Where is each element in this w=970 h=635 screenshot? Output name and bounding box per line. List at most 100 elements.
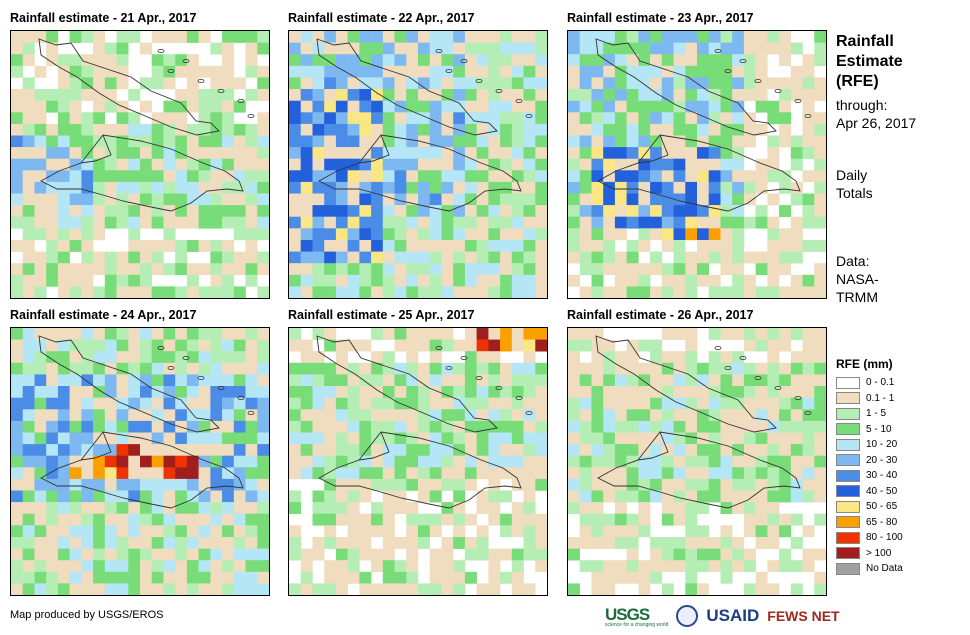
- rainfall-cell: [661, 409, 674, 422]
- rainfall-cell: [257, 467, 269, 480]
- rainfall-cell: [116, 147, 129, 159]
- rainfall-cell: [347, 112, 360, 125]
- rainfall-cell: [140, 397, 152, 410]
- rainfall-cell: [394, 339, 407, 352]
- rainfall-cell: [57, 560, 70, 573]
- rainfall-cell: [46, 274, 59, 287]
- rainfall-cell: [523, 170, 536, 183]
- rainfall-cell: [535, 339, 547, 352]
- rainfall-cell: [128, 478, 141, 491]
- rainfall-cell: [673, 193, 686, 206]
- rainfall-cell: [140, 362, 152, 375]
- rainfall-cell: [104, 560, 117, 573]
- rainfall-cell: [186, 397, 199, 410]
- rainfall-cell: [464, 135, 477, 148]
- rainfall-cell: [755, 525, 768, 538]
- rainfall-cell: [535, 420, 547, 433]
- rainfall-cell: [324, 181, 337, 194]
- rainfall-cell: [93, 478, 106, 491]
- rainfall-cell: [222, 513, 235, 526]
- rainfall-cell: [324, 386, 337, 398]
- rainfall-cell: [233, 525, 246, 538]
- rainfall-cell: [175, 193, 188, 206]
- rainfall-cell: [175, 328, 188, 340]
- rainfall-cell: [163, 216, 176, 229]
- rainfall-cell: [673, 351, 686, 364]
- rainfall-cell: [359, 571, 372, 584]
- rainfall-cell: [814, 263, 826, 276]
- rainfall-cell: [673, 548, 686, 561]
- rainfall-cell: [324, 397, 337, 410]
- rainfall-cell: [697, 420, 709, 433]
- rainfall-cell: [453, 170, 466, 183]
- rainfall-cell: [814, 123, 826, 136]
- rainfall-cell: [500, 490, 513, 503]
- rainfall-cell: [406, 193, 419, 206]
- rainfall-cell: [464, 432, 477, 445]
- rainfall-cell: [11, 571, 23, 584]
- rainfall-cell: [198, 502, 211, 514]
- rainfall-cell: [429, 42, 442, 55]
- legend-swatch: [836, 407, 860, 420]
- rainfall-cell: [720, 123, 733, 136]
- rainfall-cell: [661, 100, 674, 113]
- rainfall-cell: [441, 583, 454, 595]
- rainfall-cell: [93, 193, 106, 206]
- rainfall-cell: [500, 339, 513, 352]
- rainfall-cell: [685, 537, 698, 549]
- rainfall-cell: [128, 397, 141, 410]
- rainfall-cell: [46, 100, 59, 113]
- map-25-apr: [288, 327, 548, 596]
- rainfall-cell: [591, 193, 604, 206]
- rainfall-cell: [69, 409, 82, 422]
- rainfall-cell: [568, 478, 580, 491]
- rainfall-cell: [382, 123, 395, 136]
- rainfall-cell: [233, 31, 246, 43]
- rainfall-cell: [697, 548, 709, 561]
- rainfall-cell: [767, 77, 780, 90]
- rainfall-cell: [650, 548, 663, 561]
- rainfall-cell: [163, 571, 176, 584]
- rainfall-cell: [614, 286, 627, 298]
- rainfall-cell: [673, 216, 686, 229]
- rainfall-cell: [34, 386, 47, 398]
- rainfall-cell: [535, 240, 547, 252]
- rainfall-cell: [591, 537, 604, 549]
- rainfall-cell: [104, 351, 117, 364]
- rainfall-cell: [568, 420, 580, 433]
- rainfall-cell: [591, 135, 604, 148]
- rainfall-cell: [140, 537, 152, 549]
- rainfall-cell: [186, 502, 199, 514]
- rainfall-cell: [511, 455, 524, 468]
- rainfall-cell: [382, 420, 395, 433]
- rainfall-cell: [500, 31, 513, 43]
- rainfall-cell: [233, 328, 246, 340]
- rainfall-cell: [767, 455, 780, 468]
- rainfall-cell: [175, 286, 188, 298]
- rainfall-cell: [151, 54, 164, 67]
- rainfall-cell: [312, 467, 325, 480]
- rainfall-cell: [790, 490, 803, 503]
- rainfall-cell: [140, 158, 152, 171]
- coastline-islet: [182, 58, 190, 63]
- rainfall-cell: [708, 274, 721, 287]
- rainfall-cell: [673, 135, 686, 148]
- rainfall-cell: [453, 467, 466, 480]
- rainfall-cell: [257, 328, 269, 340]
- rainfall-cell: [11, 328, 23, 340]
- rainfall-cell: [222, 328, 235, 340]
- rainfall-cell: [603, 478, 616, 491]
- rainfall-cell: [464, 386, 477, 398]
- rainfall-cell: [186, 193, 199, 206]
- rainfall-cell: [523, 193, 536, 206]
- rainfall-cell: [233, 228, 246, 241]
- rainfall-cell: [626, 560, 639, 573]
- rainfall-cell: [453, 274, 466, 287]
- rainfall-cell: [626, 339, 639, 352]
- rainfall-cell: [814, 374, 826, 387]
- rainfall-cell: [69, 274, 82, 287]
- rainfall-cell: [324, 478, 337, 491]
- rainfall-cell: [163, 409, 176, 422]
- rainfall-cell: [802, 216, 815, 229]
- rainfall-cell: [591, 571, 604, 584]
